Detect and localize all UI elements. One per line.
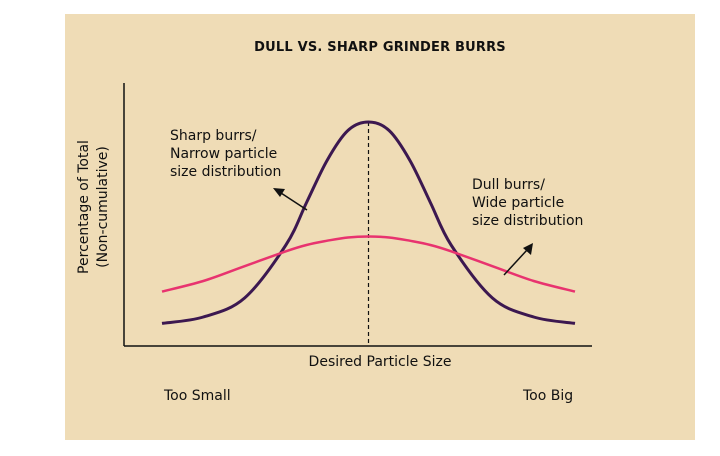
- chart-background: [65, 14, 695, 440]
- dull-burrs-curve: [161, 235, 576, 293]
- x-axis-label: Desired Particle Size: [308, 354, 452, 370]
- sharp-burrs-label-line: Narrow particle: [170, 146, 278, 162]
- sharp-burrs-label: Sharp burrs/ Narrow particle size distri…: [170, 127, 281, 181]
- sharp-burrs-label-line: size distribution: [170, 164, 282, 180]
- x-tick-label-too-small: Too Small: [164, 388, 231, 404]
- sharp-burrs-arrowhead: [273, 188, 285, 197]
- sharp-burrs-arrow: [280, 192, 308, 211]
- chart-title: DULL VS. SHARP GRINDER BURRS: [254, 40, 506, 55]
- dull-burrs-label-line: size distribution: [472, 213, 584, 229]
- y-axis-label-line: (Non-cumulative): [95, 146, 111, 268]
- sharp-burrs-curve: [161, 120, 576, 325]
- dull-burrs-label: Dull burrs/ Wide particle size distribut…: [472, 176, 583, 230]
- y-axis-label-line: Percentage of Total: [76, 140, 92, 274]
- sharp-burrs-label-line: Sharp burrs/: [170, 128, 257, 144]
- dull-burrs-arrow: [503, 249, 528, 276]
- y-axis-label: Percentage of Total (Non-cumulative): [75, 122, 113, 292]
- x-tick-label-too-big: Too Big: [523, 388, 574, 404]
- dull-burrs-label-line: Dull burrs/: [472, 177, 545, 193]
- dull-burrs-arrowhead: [523, 243, 533, 255]
- dull-burrs-label-line: Wide particle: [472, 195, 565, 211]
